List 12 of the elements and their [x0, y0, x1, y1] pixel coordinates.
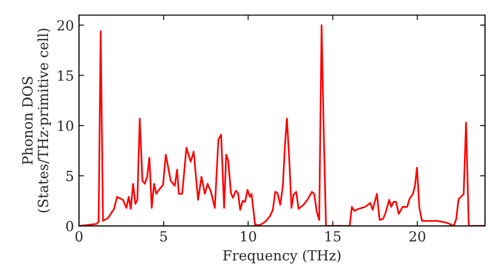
x-tick-label: 10 — [241, 231, 256, 242]
y-tick-label: 0 — [66, 220, 74, 232]
y-axis-title: Phonon DOS (States/THz·primitive cell) — [22, 28, 51, 212]
x-tick-label: 20 — [409, 231, 426, 242]
x-tick-label: 0 — [75, 231, 82, 242]
x-tick-label: 15 — [326, 231, 341, 242]
x-axis-title: Frequency (THz) — [223, 250, 340, 264]
y-tick-label: 5 — [66, 170, 74, 182]
x-tick-label: 5 — [160, 231, 167, 242]
y-tick-label: 15 — [58, 70, 74, 81]
y-tick-label: 20 — [57, 20, 74, 31]
y-tick-label: 10 — [58, 120, 74, 132]
